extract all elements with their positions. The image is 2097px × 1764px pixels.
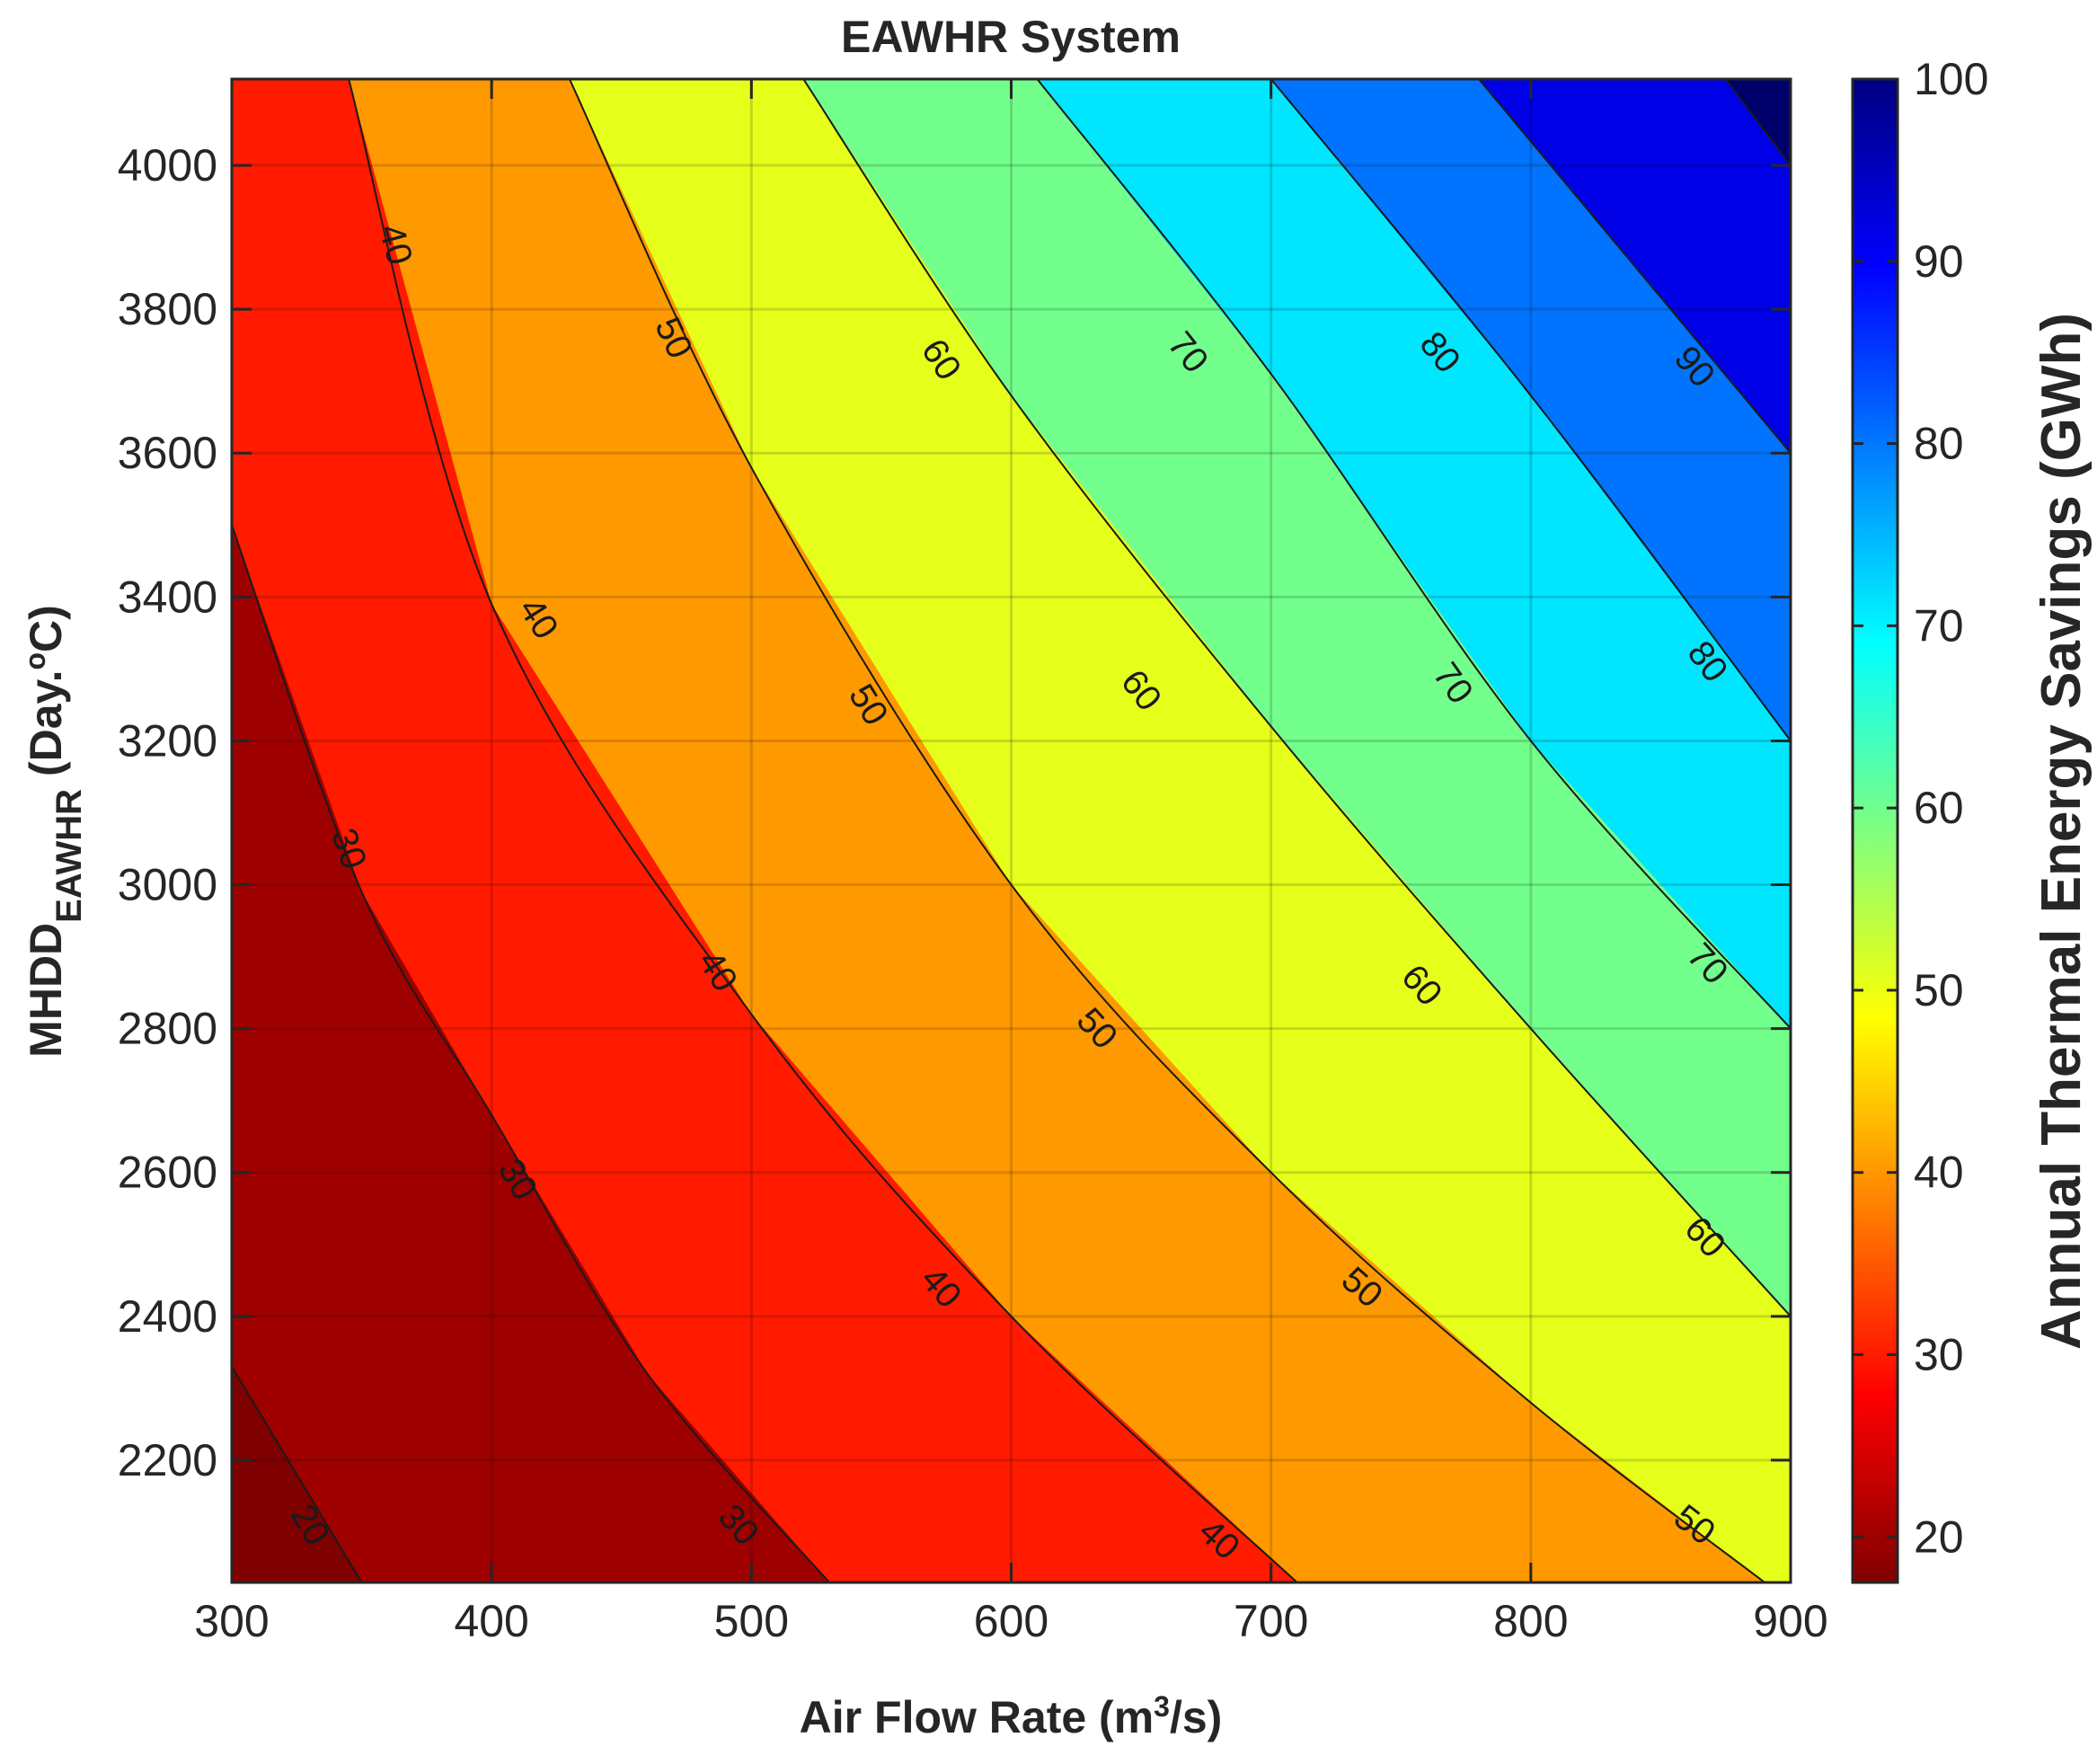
contour-line-30 <box>232 524 830 1582</box>
y-tick-label: 3600 <box>118 428 217 478</box>
x-tick-label: 800 <box>1493 1596 1568 1646</box>
y-axis-title: MHDDEAWHR (Day.oC) <box>19 605 89 1058</box>
x-tick-label: 600 <box>974 1596 1048 1646</box>
contour-line-70 <box>1036 79 1791 1030</box>
y-axis-title-end: C) <box>21 605 71 652</box>
colorbar-tick-label: 40 <box>1914 1148 1964 1198</box>
contour-line-50 <box>568 79 1765 1582</box>
x-axis-title-end: /s) <box>1170 1692 1222 1742</box>
colorbar-tick-label: 60 <box>1914 783 1964 833</box>
colorbar-tick-label: 30 <box>1914 1330 1964 1380</box>
gridlines <box>232 79 1791 1582</box>
y-tick-label: 3000 <box>118 860 217 910</box>
contour-lines <box>232 79 1791 1582</box>
x-tick-label: 400 <box>454 1596 528 1646</box>
y-tick-label: 2600 <box>118 1148 217 1198</box>
y-tick-label: 2200 <box>118 1435 217 1485</box>
colorbar-tick-label: 50 <box>1914 965 1964 1015</box>
contour-line-90 <box>1478 79 1791 454</box>
y-tick-label: 4000 <box>118 140 217 191</box>
chart-title: EAWHR System <box>841 12 1181 62</box>
colorbar-title: Annual Thermal Energy Savings (GWh) <box>2031 313 2093 1350</box>
x-tick-label: 900 <box>1753 1596 1827 1646</box>
contour-line-100 <box>1724 79 1791 166</box>
colorbar-tick-label: 90 <box>1914 236 1964 287</box>
y-tick-label: 3800 <box>118 284 217 334</box>
colorbar-tick-label: 100 <box>1914 54 1988 104</box>
y-axis-title-mid: (Day. <box>21 669 71 788</box>
plot-area: 2030303040404040405050505050606060607070… <box>232 79 1791 1582</box>
x-tick-label: 500 <box>714 1596 789 1646</box>
colorbar-tick-label: 70 <box>1914 600 1964 651</box>
x-tick-label: 300 <box>194 1596 269 1646</box>
colorbar <box>1851 77 1899 1584</box>
colorbar-ticks: 20 30 40 50 60 70 80 90 100 <box>1853 54 1988 1562</box>
contour-line-80 <box>1270 79 1791 742</box>
x-axis-ticks: 300 400 500 600 700 800 900 <box>194 79 1828 1646</box>
y-axis-ticks: 2200 2400 2600 2800 3000 3200 3400 3600 3800 4000 <box>118 140 1791 1485</box>
x-axis-title-main: Air Flow Rate (m <box>800 1692 1154 1742</box>
contour-line-20 <box>232 1366 363 1582</box>
y-axis-title-sub: EAWHR <box>49 789 89 923</box>
x-axis-title-sup: 3 <box>1154 1690 1170 1723</box>
y-tick-label: 2400 <box>118 1291 217 1342</box>
y-axis-title-main: MHDD <box>21 923 71 1058</box>
contour-line-60 <box>802 79 1791 1317</box>
colorbar-tick-label: 80 <box>1914 419 1964 469</box>
x-axis-title: Air Flow Rate (m3/s) <box>800 1690 1223 1742</box>
colorbar-tick-label: 20 <box>1914 1511 1964 1562</box>
y-tick-label: 2800 <box>118 1004 217 1054</box>
y-tick-label: 3400 <box>118 572 217 622</box>
x-tick-label: 700 <box>1234 1596 1308 1646</box>
y-axis-title-sup: o <box>19 652 51 670</box>
contour-line-40 <box>348 79 1298 1582</box>
y-tick-label: 3200 <box>118 715 217 766</box>
